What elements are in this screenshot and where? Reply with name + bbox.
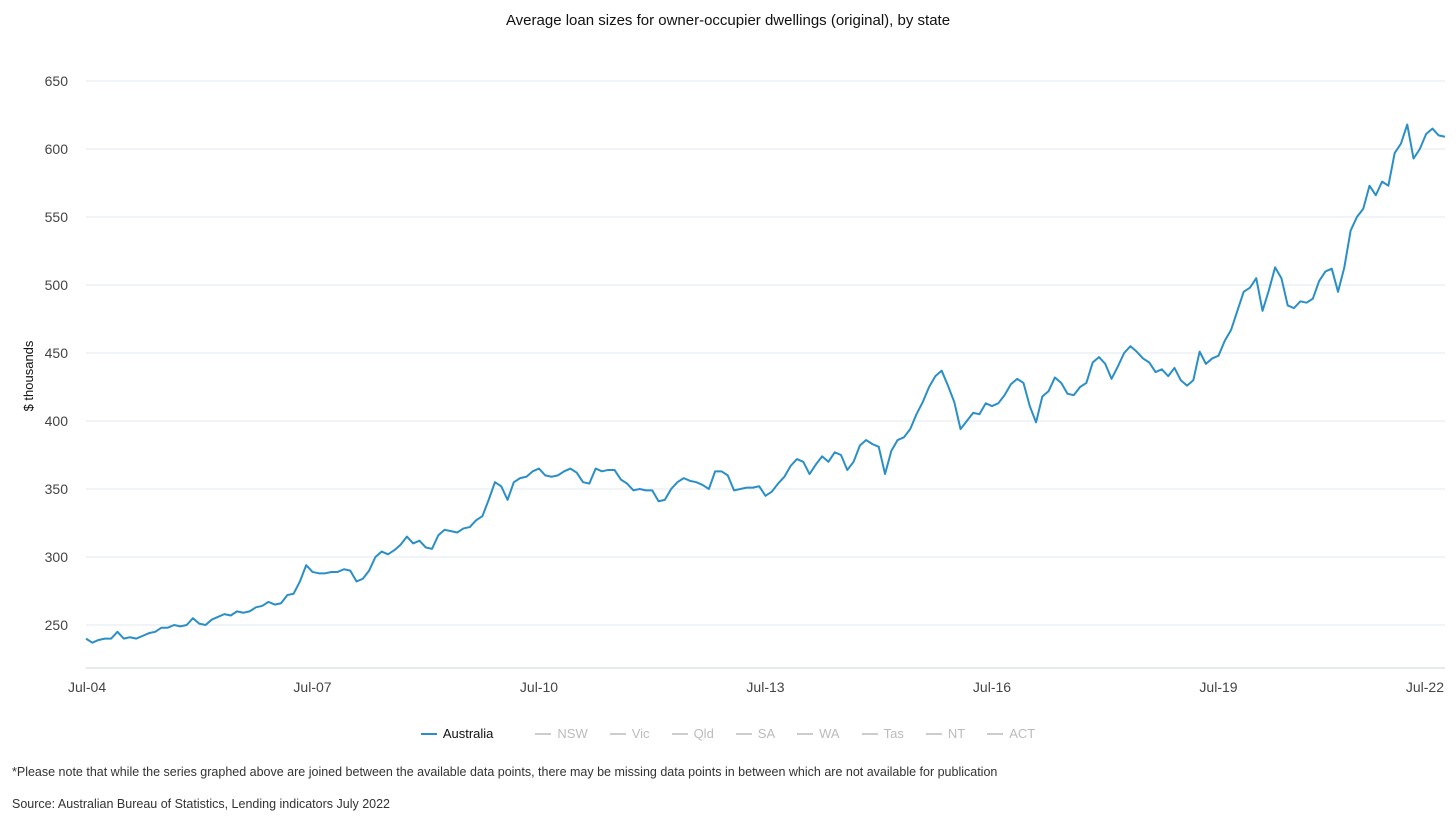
x-tick-label: Jul-04 (68, 679, 106, 695)
legend-label: Vic (631, 726, 650, 741)
x-tick-label: Jul-13 (746, 679, 784, 695)
y-tick-label: 250 (45, 617, 69, 633)
chart-title: Average loan sizes for owner-occupier dw… (505, 12, 951, 29)
legend-item-vic[interactable]: Vic (609, 726, 650, 741)
y-tick-label: 400 (45, 413, 69, 429)
legend-label: ACT (1009, 726, 1036, 741)
source-note: Source: Australian Bureau of Statistics,… (12, 797, 390, 811)
legend-item-tas[interactable]: Tas (861, 726, 904, 741)
legend-item-australia[interactable]: Australia (420, 726, 494, 741)
x-tick-label: Jul-19 (1199, 679, 1237, 695)
x-tick-label: Jul-07 (293, 679, 331, 695)
y-tick-label: 500 (45, 277, 69, 293)
legend-item-nt[interactable]: NT (925, 726, 966, 741)
y-tick-label: 450 (45, 345, 69, 361)
y-tick-label: 600 (45, 141, 69, 157)
legend-swatch (671, 732, 688, 735)
y-tick-label: 550 (45, 209, 69, 225)
legend-swatch (735, 732, 752, 735)
legend-swatch (861, 732, 878, 735)
legend-swatch (797, 732, 814, 735)
legend-item-act[interactable]: ACT (987, 726, 1035, 741)
legend-swatch (420, 732, 437, 735)
footnote: *Please note that while the series graph… (12, 765, 998, 779)
y-tick-labels: 250 300 350 400 450 500 550 600 650 (45, 73, 69, 633)
legend-label: NT (947, 726, 966, 741)
legend-label: Tas (883, 726, 904, 741)
legend-label: SA (757, 726, 776, 741)
legend-swatch (987, 732, 1004, 735)
legend-label: Qld (693, 726, 714, 741)
gridlines (86, 80, 1445, 626)
x-tick-label: Jul-10 (520, 679, 558, 695)
legend-label: WA (819, 726, 840, 741)
legend-item-qld[interactable]: Qld (671, 726, 714, 741)
series-lines (85, 123, 1446, 644)
legend-swatch (535, 732, 552, 735)
y-tick-label: 300 (45, 549, 69, 565)
legend-label: Australia (442, 726, 494, 741)
x-tick-label: Jul-16 (973, 679, 1011, 695)
line-chart: 250 300 350 400 450 500 550 600 650 Jul-04 Jul-07… (21, 73, 1446, 695)
x-tick-labels: Jul-04 Jul-07 Jul-10 Jul-13 Jul-16 Jul-19 Jul-… (68, 679, 1444, 695)
legend: Australia NSW Vic Qld SA WA Tas NT ACT (0, 726, 1456, 741)
y-tick-label: 350 (45, 481, 69, 497)
y-tick-label: 650 (45, 73, 69, 89)
legend-swatch (609, 732, 626, 735)
x-tick-label: Jul-22 (1406, 679, 1444, 695)
legend-item-nsw[interactable]: NSW (535, 726, 588, 741)
legend-swatch (925, 732, 942, 735)
legend-item-wa[interactable]: WA (797, 726, 840, 741)
legend-label: NSW (557, 726, 588, 741)
y-axis-label: $ thousands (21, 340, 36, 411)
legend-item-sa[interactable]: SA (735, 726, 776, 741)
series-line-australia[interactable] (85, 123, 1446, 644)
